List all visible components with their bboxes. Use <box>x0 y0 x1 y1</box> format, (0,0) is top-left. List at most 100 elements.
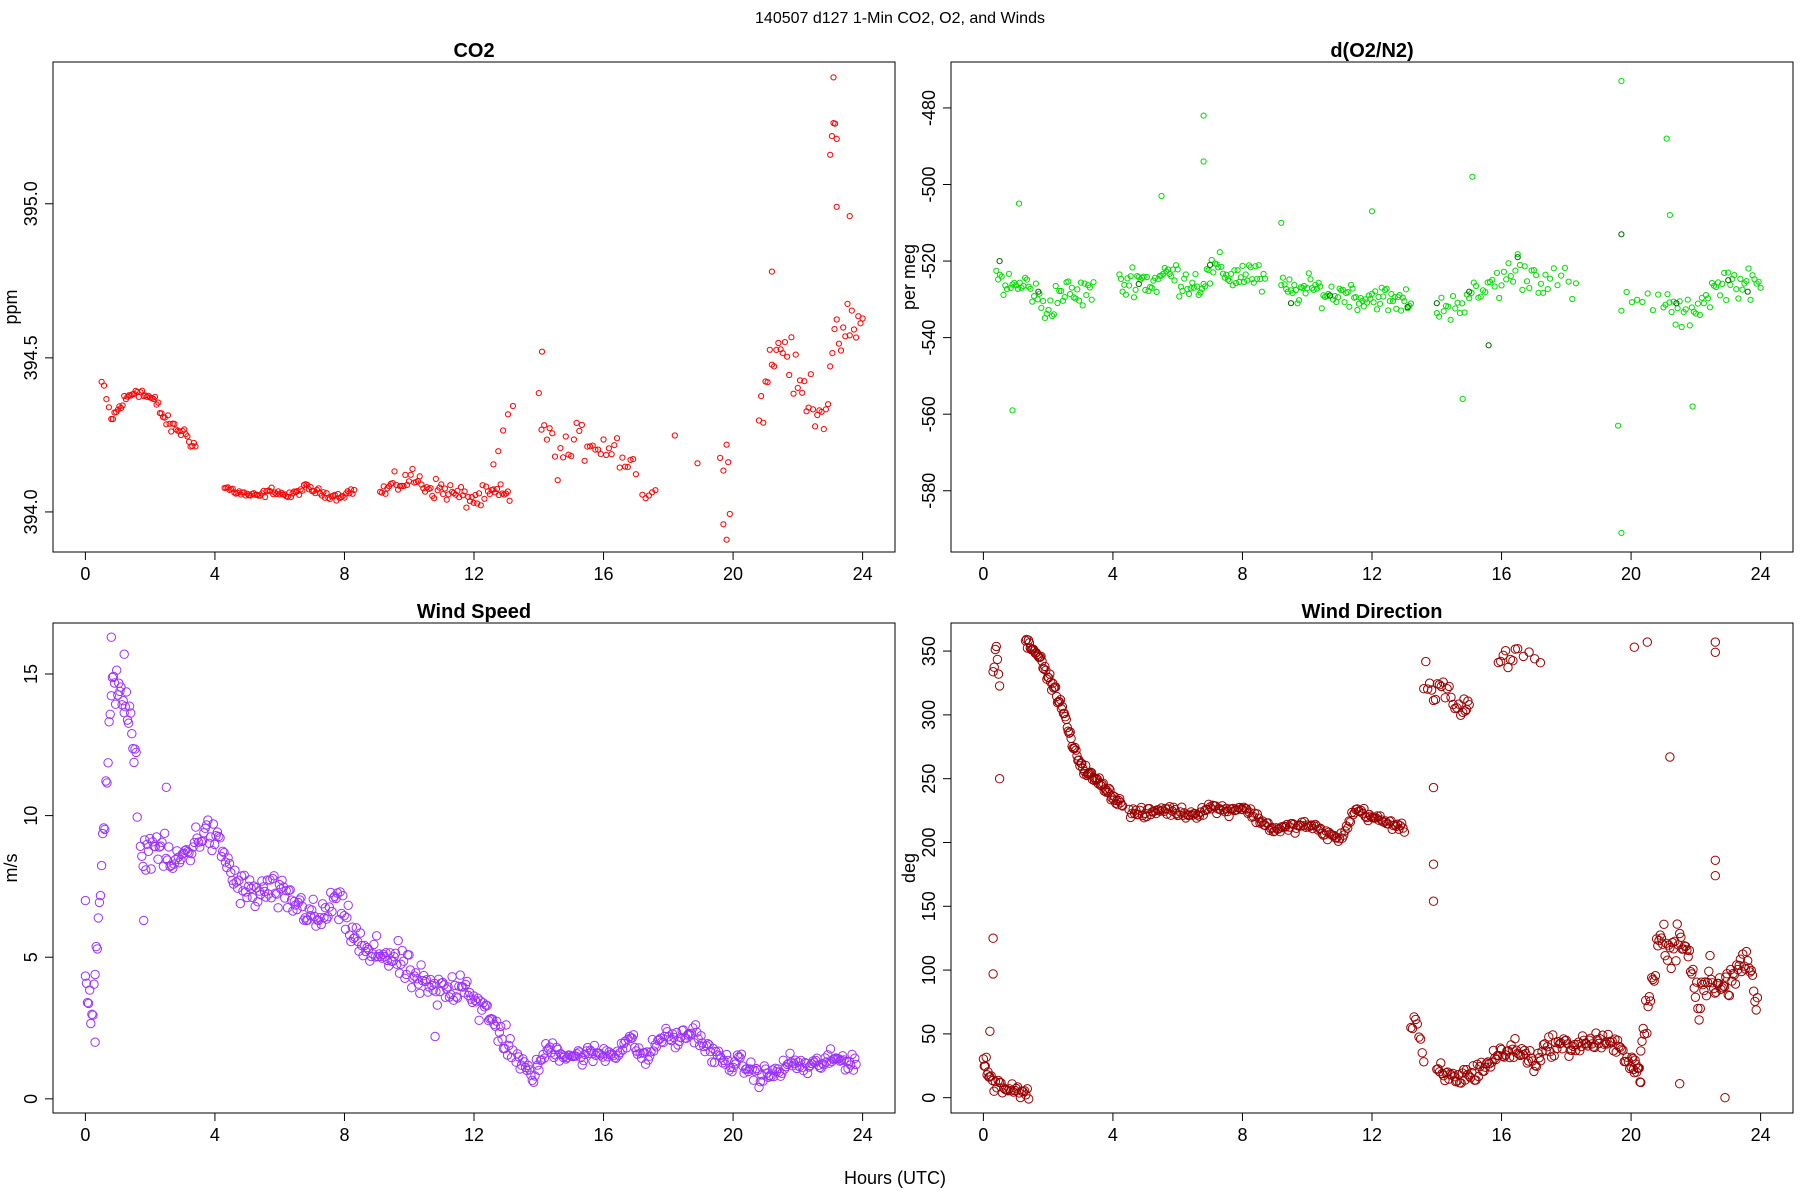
x-tick-label: 0 <box>80 1125 90 1145</box>
data-point <box>1743 278 1750 285</box>
data-point <box>833 316 840 323</box>
data-point <box>1014 1088 1024 1098</box>
data-point <box>307 905 317 915</box>
data-point <box>817 1058 828 1069</box>
data-point <box>101 776 111 786</box>
data-point <box>717 454 724 461</box>
x-tick-label: 12 <box>464 564 484 584</box>
data-point <box>1158 272 1165 279</box>
data-point <box>80 895 91 906</box>
data-point <box>355 928 366 938</box>
data-point <box>1397 818 1407 828</box>
data-point <box>490 486 497 493</box>
data-point <box>767 1065 778 1075</box>
data-point <box>1485 342 1492 349</box>
data-point <box>1544 286 1551 293</box>
plot-frame <box>52 622 896 1114</box>
data-point <box>1056 704 1067 714</box>
data-point <box>395 486 402 493</box>
data-point <box>119 402 126 409</box>
data-point <box>671 432 678 439</box>
data-point <box>1676 298 1683 305</box>
data-point <box>1340 826 1350 836</box>
data-point <box>275 488 282 495</box>
data-point <box>1707 978 1718 988</box>
data-point <box>1031 293 1038 300</box>
data-point <box>1207 280 1214 287</box>
data-point <box>1514 254 1521 261</box>
data-point <box>1493 657 1504 668</box>
data-point <box>1182 271 1189 278</box>
figure-title: 140507 d127 1-Min CO2, O2, and Winds <box>755 10 1045 27</box>
data-point <box>605 445 613 452</box>
data-point <box>611 442 618 449</box>
data-point <box>1014 285 1022 292</box>
data-point <box>1049 312 1056 320</box>
data-point <box>497 481 504 488</box>
plot-frame <box>950 622 1794 1114</box>
data-point <box>1454 699 1464 709</box>
data-point <box>1076 297 1083 304</box>
data-point <box>1175 807 1186 817</box>
data-point <box>1022 1084 1033 1094</box>
data-point <box>501 1020 511 1030</box>
data-point <box>1444 681 1454 692</box>
data-point <box>262 875 272 885</box>
y-tick-label: -580 <box>919 473 939 509</box>
data-point <box>1086 284 1094 291</box>
data-point <box>462 976 472 987</box>
data-point <box>829 1054 840 1064</box>
data-point <box>161 853 171 864</box>
data-point <box>1731 272 1738 279</box>
data-point <box>1518 651 1529 662</box>
data-point <box>1546 1052 1557 1062</box>
data-point <box>1190 284 1198 291</box>
data-point <box>320 489 327 496</box>
data-point <box>247 892 258 903</box>
data-point <box>615 1047 625 1058</box>
data-point <box>155 399 162 406</box>
data-point <box>1496 294 1503 302</box>
data-point <box>1618 1045 1628 1056</box>
data-point <box>1038 304 1045 311</box>
data-point <box>592 446 599 453</box>
data-point <box>1615 422 1622 429</box>
data-point <box>1433 300 1440 307</box>
data-point <box>1372 288 1379 295</box>
data-point <box>1143 273 1151 281</box>
data-point <box>1127 273 1134 280</box>
data-point <box>574 1047 585 1057</box>
data-point <box>1660 951 1670 961</box>
data-point <box>723 441 730 448</box>
data-point <box>1194 283 1201 290</box>
data-point <box>100 824 110 835</box>
data-point <box>1341 299 1348 306</box>
x-tick-label: 4 <box>1108 564 1118 584</box>
data-point <box>393 935 403 946</box>
data-point <box>537 1055 547 1065</box>
data-point <box>277 875 287 885</box>
data-point <box>1210 269 1217 276</box>
data-point <box>396 959 406 969</box>
data-point <box>163 421 170 428</box>
data-point <box>1678 323 1685 331</box>
data-point <box>1541 1046 1551 1056</box>
data-point <box>1052 282 1059 290</box>
data-point <box>391 468 398 475</box>
data-point <box>179 427 186 434</box>
data-point <box>736 1049 747 1059</box>
data-point <box>1445 303 1452 310</box>
data-point <box>447 972 457 982</box>
y-tick-label: 15 <box>21 664 41 684</box>
data-point <box>746 1057 756 1067</box>
data-point <box>176 854 186 865</box>
data-point <box>1649 976 1659 986</box>
data-point <box>840 324 847 331</box>
data-point <box>1129 264 1136 271</box>
y-tick-label: 150 <box>919 891 939 921</box>
data-point <box>1401 298 1408 305</box>
data-point <box>1725 277 1732 284</box>
data-point <box>833 203 840 210</box>
data-point <box>1745 265 1752 272</box>
data-point <box>993 669 1004 679</box>
